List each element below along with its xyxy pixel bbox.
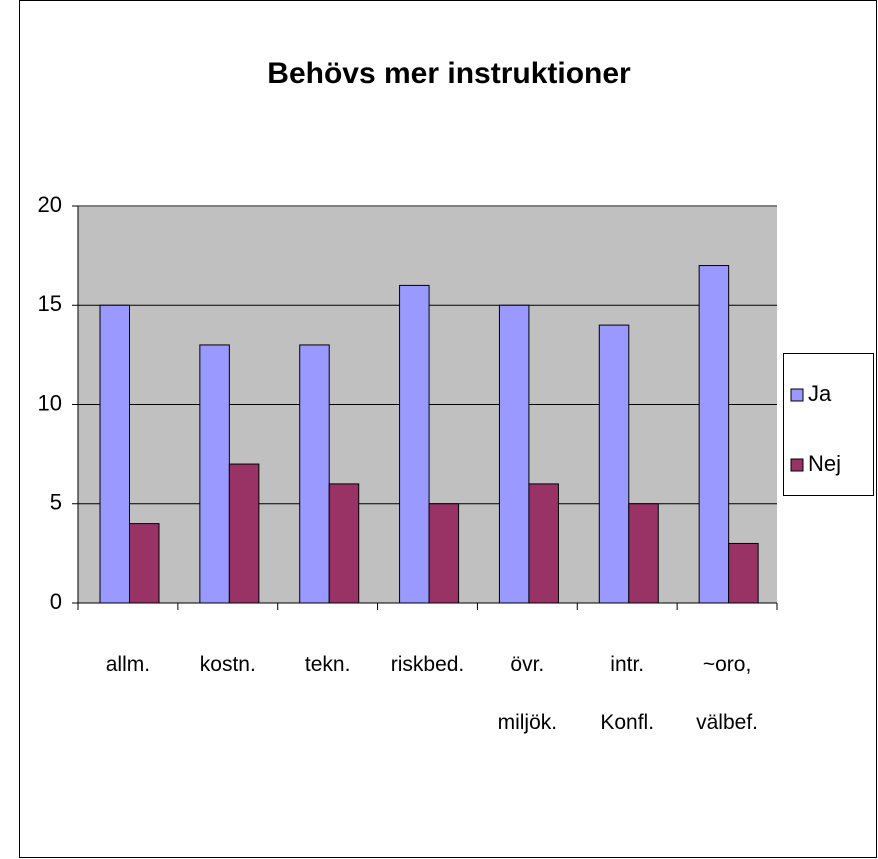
bar [598,324,630,604]
legend-swatch [790,458,804,472]
bar [728,542,759,604]
bar [628,503,659,604]
bar [129,523,160,604]
bar [99,304,130,604]
x-tick-label: allm. [106,653,150,676]
bar [399,284,430,604]
y-tick-label: 20 [38,192,62,217]
x-tick-label: riskbed. [391,653,465,676]
y-tick-label: 0 [50,589,62,614]
legend-swatch [790,388,804,402]
bar [528,483,559,604]
y-tick-label: 5 [50,490,62,515]
y-tick-label: 10 [38,390,62,415]
x-tick-label: tekn. [305,653,351,676]
x-tick-label: övr. miljök. [498,653,558,734]
x-tick-label: kostn. [200,653,256,676]
bar [299,344,330,604]
legend-label: Nej [808,451,841,476]
bar [498,304,530,604]
bar [698,265,730,604]
legend-label: Ja [808,381,832,406]
x-tick-label: ~oro, välbef. [696,653,758,734]
x-tick-label: intr. Konfl. [600,653,654,734]
legend [783,353,874,496]
bar [228,463,260,604]
chart-title: Behövs mer instruktioner [267,57,631,90]
y-tick-label: 15 [38,291,62,316]
bar [199,344,230,604]
bar [428,503,460,604]
bar [328,483,360,604]
